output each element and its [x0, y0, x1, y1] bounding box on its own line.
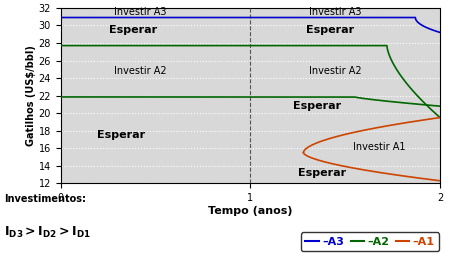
- Text: Investir A3: Investir A3: [114, 7, 167, 17]
- Text: Esperar: Esperar: [109, 25, 157, 35]
- Text: $\mathbf{I_{D3} > I_{D2} > I_{D1}}$: $\mathbf{I_{D3} > I_{D2} > I_{D1}}$: [4, 225, 92, 241]
- Y-axis label: Gatilhos (US$/bbl): Gatilhos (US$/bbl): [26, 45, 35, 146]
- Text: Investimentos:: Investimentos:: [4, 194, 87, 204]
- Text: Investir A2: Investir A2: [114, 66, 167, 76]
- Text: Esperar: Esperar: [97, 130, 145, 140]
- Text: Esperar: Esperar: [293, 101, 341, 111]
- Text: Esperar: Esperar: [306, 25, 354, 35]
- Text: Investir A2: Investir A2: [309, 66, 362, 76]
- Text: Esperar: Esperar: [298, 168, 347, 178]
- Text: Investir A1: Investir A1: [353, 141, 405, 151]
- Text: Investir A3: Investir A3: [309, 7, 362, 17]
- Legend: –A3, –A2, –A1: –A3, –A2, –A1: [301, 232, 439, 251]
- X-axis label: Tempo (anos): Tempo (anos): [208, 206, 293, 216]
